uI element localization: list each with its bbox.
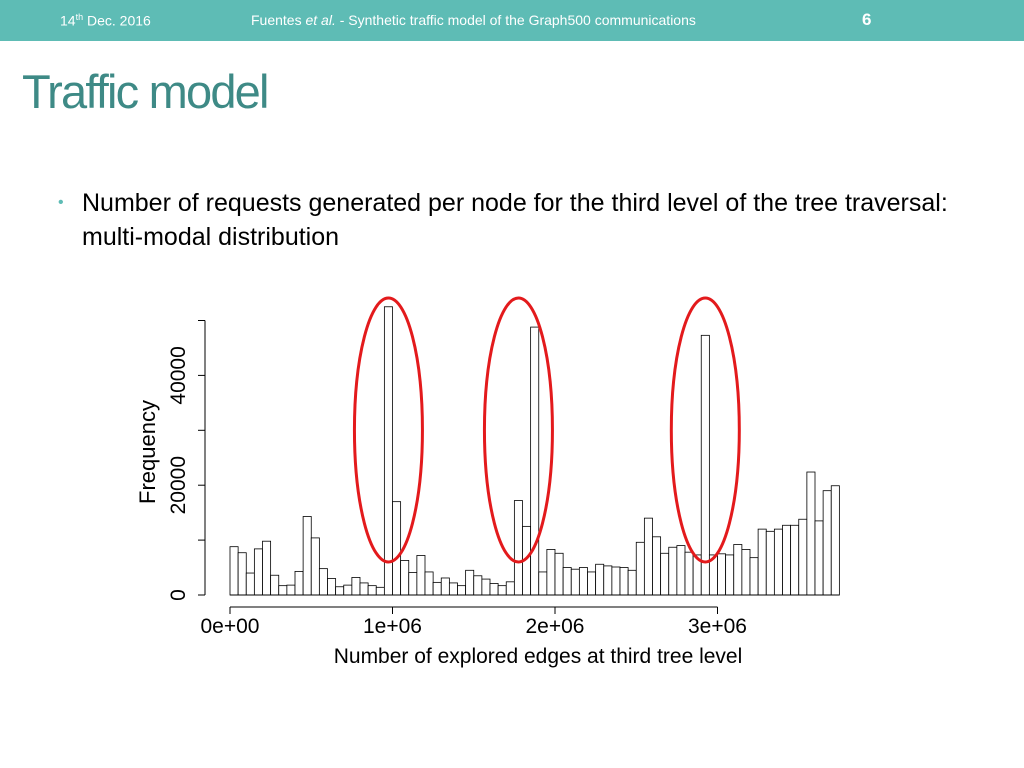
- histogram-bar: [554, 552, 564, 596]
- histogram-bar: [643, 517, 653, 596]
- histogram-bar: [432, 581, 442, 596]
- histogram-bar: [278, 585, 288, 596]
- peak-highlight-ellipse: [669, 296, 741, 564]
- histogram-bar: [538, 571, 548, 596]
- histogram-bar: [652, 536, 662, 596]
- histogram-bar: [595, 563, 605, 596]
- histogram-bar: [700, 334, 710, 596]
- header-bar: 14th Dec. 2016 Fuentes et al. - Syntheti…: [0, 0, 1024, 41]
- histogram-bar: [473, 575, 483, 596]
- histogram-bar: [448, 582, 458, 596]
- histogram-bar: [465, 569, 475, 596]
- page-number: 6: [862, 10, 872, 29]
- histogram-bar: [383, 306, 393, 596]
- histogram-bar: [335, 586, 345, 596]
- histogram-bar: [327, 578, 337, 596]
- histogram-bar: [798, 518, 808, 596]
- x-tick-label: 1e+06: [363, 615, 422, 638]
- histogram-bar: [318, 568, 328, 596]
- histogram-bar: [773, 528, 783, 596]
- histogram-bar: [749, 557, 759, 596]
- histogram-bar: [741, 549, 751, 596]
- histogram-bar: [562, 567, 572, 596]
- histogram-bar: [237, 552, 247, 596]
- histogram-bar: [733, 544, 743, 596]
- histogram-bar: [408, 572, 418, 596]
- header-date: 14th Dec. 2016: [60, 12, 151, 29]
- histogram-bar: [359, 582, 369, 596]
- x-tick-label: 3e+06: [688, 615, 747, 638]
- peak-highlight-ellipse: [482, 296, 554, 564]
- histogram-bar: [603, 565, 613, 596]
- histogram-bar: [530, 326, 540, 596]
- histogram-bar: [270, 574, 280, 596]
- histogram-bar: [570, 568, 580, 596]
- histogram-bar: [546, 549, 556, 596]
- histogram-bar: [294, 570, 304, 596]
- histogram-bar: [505, 581, 515, 596]
- histogram-bar: [757, 528, 767, 596]
- histogram-bar: [481, 578, 491, 596]
- histogram-bar: [611, 566, 621, 596]
- histogram-bar: [253, 548, 263, 596]
- header-presentation-title: Fuentes et al. - Synthetic traffic model…: [251, 12, 696, 28]
- x-axis-title: Number of explored edges at third tree l…: [334, 645, 743, 668]
- histogram-bar: [765, 530, 775, 596]
- x-tick-label: 2e+06: [526, 615, 585, 638]
- histogram-bar: [806, 471, 816, 596]
- histogram-bar: [302, 516, 312, 596]
- histogram-bar: [262, 540, 272, 596]
- histogram-bar: [782, 524, 792, 596]
- histogram-bar: [310, 537, 320, 596]
- histogram-bar: [668, 546, 678, 596]
- y-tick-label: 40000: [167, 346, 190, 404]
- histogram-bar: [489, 583, 499, 596]
- histogram-bar: [717, 553, 727, 596]
- histogram-bar: [440, 577, 450, 596]
- histogram-bar: [587, 571, 597, 596]
- histogram-bar: [424, 571, 434, 596]
- histogram-bar: [619, 567, 629, 596]
- histogram-bar: [725, 554, 735, 596]
- histogram-bar: [245, 572, 255, 596]
- histogram-bar: [676, 545, 686, 596]
- bullet-marker: •: [58, 194, 64, 211]
- histogram-bar: [400, 560, 410, 596]
- y-axis-title: Frequency: [135, 400, 160, 504]
- y-tick-label: 0: [167, 589, 190, 601]
- bullet-text: Number of requests generated per node fo…: [82, 189, 948, 251]
- histogram-bar: [367, 585, 377, 596]
- histogram-bar: [684, 551, 694, 596]
- peak-highlight-ellipse: [352, 296, 424, 564]
- histogram-bar: [416, 555, 426, 596]
- histogram-bar: [822, 490, 832, 596]
- histogram-bar: [375, 586, 385, 596]
- y-tick-label: 20000: [167, 456, 190, 514]
- histogram-bar: [497, 585, 507, 596]
- histogram-bar: [578, 567, 588, 596]
- histogram-bar: [343, 584, 353, 596]
- histogram-bar: [814, 520, 824, 596]
- histogram-bar: [457, 585, 467, 596]
- histogram-bar: [635, 541, 645, 596]
- histogram-bar: [627, 569, 637, 596]
- histogram-bar: [351, 577, 361, 596]
- histogram-bar: [513, 500, 523, 596]
- histogram-bar: [790, 524, 800, 596]
- histogram-bar: [229, 546, 239, 596]
- slide-title: Traffic model: [22, 65, 269, 118]
- histogram-bar: [660, 552, 670, 596]
- histogram-bar: [286, 584, 296, 596]
- histogram-bar: [392, 501, 402, 596]
- histogram-bar: [830, 485, 840, 596]
- x-tick-label: 0e+00: [201, 615, 260, 638]
